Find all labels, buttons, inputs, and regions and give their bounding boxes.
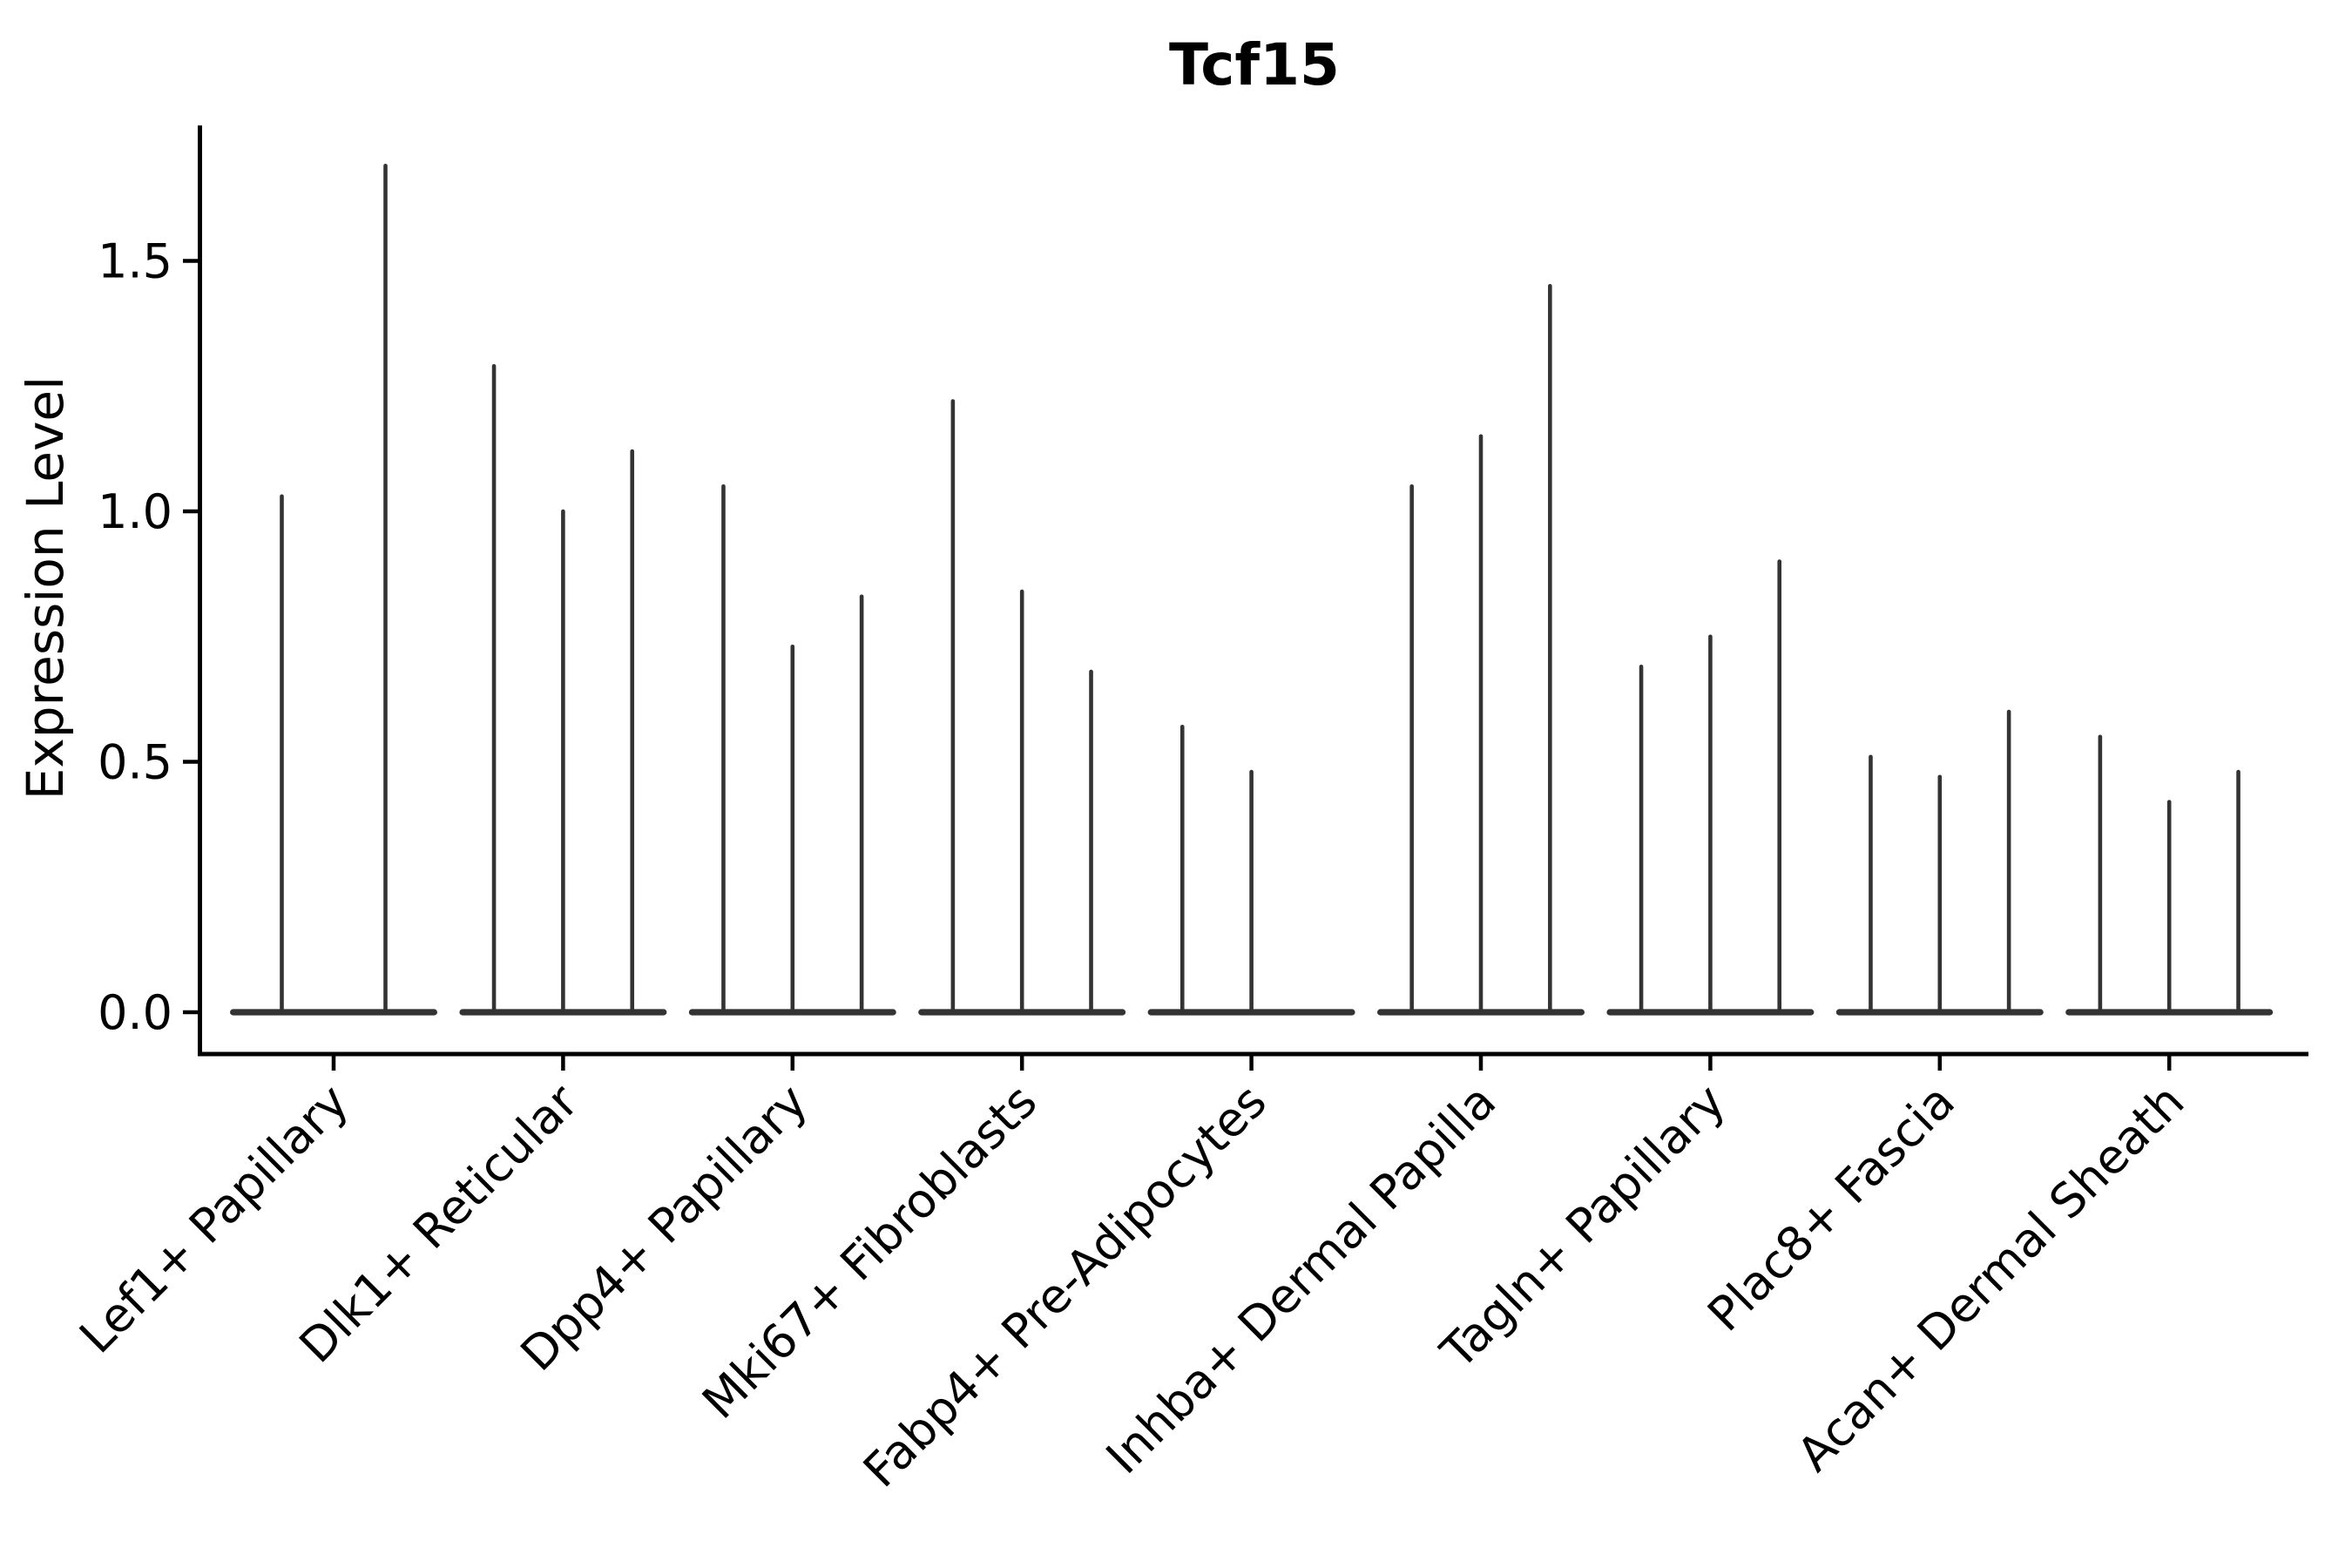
y-tick-label: 0.5	[98, 735, 172, 790]
x-tick-label: Plac8+ Fascia	[1697, 1074, 1965, 1342]
violin-baseline	[1606, 1009, 1815, 1016]
violin-group	[1835, 709, 2044, 1016]
y-axis-label: Expression Level	[16, 376, 75, 800]
violin-group	[2065, 734, 2274, 1016]
violin-group	[688, 483, 896, 1016]
y-tick-label: 0.0	[98, 985, 172, 1040]
violin-baseline	[1147, 1009, 1355, 1016]
y-tick-label: 1.5	[98, 234, 172, 289]
violin-group	[1377, 283, 1585, 1016]
violin-baseline	[688, 1009, 896, 1016]
violin-group	[230, 163, 437, 1016]
plot-title: Tcf15	[1169, 31, 1340, 98]
violin-group	[918, 399, 1126, 1016]
violin-group	[1147, 724, 1355, 1016]
y-tick-label: 1.0	[98, 484, 172, 539]
x-tick-label: Fabp4+ Pre-Adipocytes	[853, 1074, 1277, 1498]
violin-group	[1606, 559, 1815, 1016]
violin-group	[459, 363, 667, 1016]
violin-baseline	[1377, 1009, 1585, 1016]
x-tick-label: Inhba+ Dermal Papilla	[1096, 1074, 1506, 1484]
violin-baseline	[2065, 1009, 2274, 1016]
violin-baseline	[459, 1009, 667, 1016]
y-axis-ticks: 0.0 0.5 1.0 1.5	[98, 234, 198, 1040]
violins-layer	[230, 163, 2274, 1016]
x-tick-label: Acan+ Dermal Sheath	[1787, 1074, 2194, 1482]
violin-baseline	[918, 1009, 1126, 1016]
violin-baseline	[1835, 1009, 2044, 1016]
violin-baseline	[230, 1009, 437, 1016]
